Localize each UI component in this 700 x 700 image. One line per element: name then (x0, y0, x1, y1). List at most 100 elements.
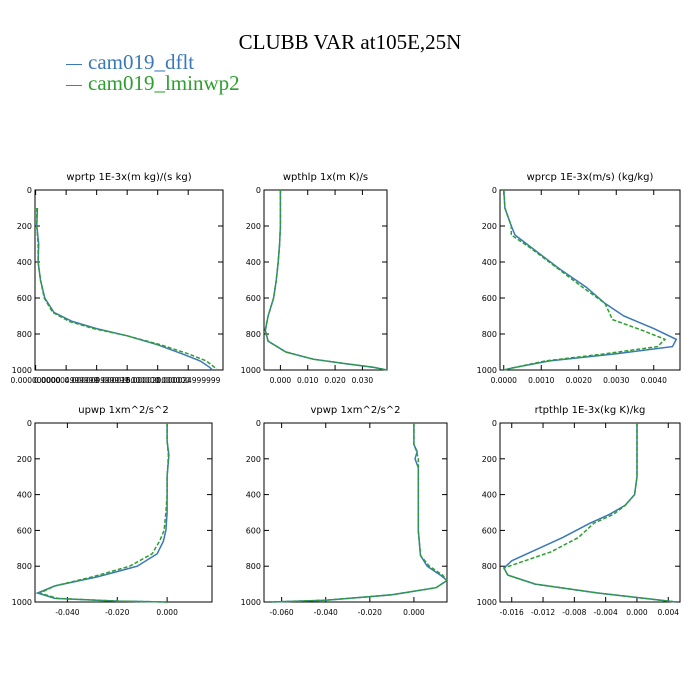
panel-4: upwp 1xm^2/s^2 0 200 400 600 800 1000 -0.040 -0.… (12, 405, 213, 617)
series-line-dflt (270, 423, 449, 603)
plot-frame (499, 422, 681, 603)
series-line-dflt (502, 423, 677, 603)
x-tick-label: -0.008 (562, 608, 586, 617)
panel-title: rtpthlp 1E-3x(kg K)/kg (535, 405, 646, 416)
y-tick-label: 1000 (241, 366, 261, 375)
plot-frame (34, 189, 224, 371)
legend-label-lminwp2: cam019_lminwp2 (88, 71, 240, 95)
x-tick-label: 0.010 (297, 376, 319, 385)
y-tick-label: 400 (17, 258, 32, 267)
x-tick-label: -0.040 (55, 608, 79, 617)
y-tick-label: 800 (17, 330, 32, 339)
legend-item-lminwp2: cam019_lminwp2 (66, 73, 240, 94)
y-tick-label: 0 (256, 419, 261, 428)
panel-1: wprtp 1E-3x(m kg)/(s kg) 0 200 400 600 800 100… (11, 172, 224, 385)
y-tick-label: 800 (246, 562, 261, 571)
y-tick-label: 0 (27, 186, 32, 195)
series-line-dflt (264, 190, 388, 371)
series-line-dflt (35, 423, 170, 603)
series-line-lminwp2 (264, 190, 388, 371)
y-tick-label: 1000 (477, 366, 497, 375)
y-tick-label: 400 (246, 491, 261, 500)
series-line-lminwp2 (270, 423, 449, 603)
y-tick-label: 800 (482, 562, 497, 571)
legend-swatch-lminwp2 (66, 84, 82, 86)
x-tick-label: 0.000015000000 (95, 376, 160, 385)
y-tick-label: 400 (17, 491, 32, 500)
series-line-lminwp2 (502, 423, 677, 603)
x-tick-label: -0.004 (594, 608, 618, 617)
x-tick-label: -0.012 (531, 608, 555, 617)
x-tick-label: 0.030 (352, 376, 374, 385)
x-tick-label: 0.000 (270, 376, 292, 385)
figure-title: CLUBB VAR at105E,25N (238, 30, 462, 54)
y-tick-label: 800 (246, 330, 261, 339)
y-tick-label: 600 (246, 526, 261, 535)
y-tick-label: 800 (17, 562, 32, 571)
y-tick-label: 600 (482, 294, 497, 303)
x-tick-label: 0.0030 (603, 376, 629, 385)
panel-title: vpwp 1xm^2/s^2 (310, 405, 400, 416)
y-tick-label: 0 (27, 419, 32, 428)
x-tick-label: 0.0020 (566, 376, 592, 385)
plot-frame (34, 422, 213, 603)
panel-title: wprcp 1E-3x(m/s) (kg/kg) (527, 172, 654, 183)
x-tick-label: 0.0040 (641, 376, 667, 385)
x-tick-label: -0.020 (105, 608, 129, 617)
y-tick-label: 200 (246, 222, 261, 231)
panel-title: wprtp 1E-3x(m kg)/(s kg) (66, 172, 191, 183)
x-tick-label: -0.040 (314, 608, 338, 617)
panel-title: wpthlp 1x(m K)/s (283, 172, 368, 183)
y-tick-label: 200 (482, 455, 497, 464)
x-tick-label: 0.004 (658, 608, 680, 617)
legend-swatch-dflt (66, 63, 82, 65)
panel-title: upwp 1xm^2/s^2 (78, 405, 168, 416)
panel-6: rtpthlp 1E-3x(kg K)/kg02004006008001000-… (477, 405, 681, 617)
x-tick-label: -0.016 (500, 608, 524, 617)
x-tick-label: 0.000004999999 (34, 376, 99, 385)
y-tick-label: 600 (17, 526, 32, 535)
series-line-lminwp2 (37, 423, 170, 603)
legend-item-dflt: cam019_dflt (66, 52, 240, 73)
x-tick-label: 0.000024999999 (156, 376, 221, 385)
legend-label-dflt: cam019_dflt (88, 50, 195, 74)
x-tick-label: 0.000020000000 (125, 376, 190, 385)
y-tick-label: 0 (492, 186, 497, 195)
x-tick-label: 0.000000000 (11, 376, 61, 385)
panel-2: wpthlp 1x(m K)/s 0 200 400 600 800 1000 0.000 0.… (241, 172, 388, 385)
x-tick-label: 0.000 (626, 608, 648, 617)
y-tick-label: 1000 (241, 598, 261, 607)
x-tick-label: 0.0010 (528, 376, 554, 385)
y-tick-label: 400 (246, 258, 261, 267)
x-tick-label: 0.000 (403, 608, 425, 617)
plot-frame (263, 422, 448, 603)
plot-frame (499, 189, 681, 371)
series-line-dflt (503, 189, 678, 371)
panel-5: vpwp 1xm^2/s^2 0 200 400 600 800 1000 -0.060 -0.… (241, 405, 449, 617)
x-tick-label: -0.020 (358, 608, 382, 617)
x-tick-label: 0.0000 (491, 376, 517, 385)
y-tick-label: 200 (482, 222, 497, 231)
y-tick-label: 0 (256, 186, 261, 195)
y-tick-label: 1000 (12, 598, 32, 607)
x-tick-label: 0.020 (324, 376, 346, 385)
x-tick-label: 0.000 (156, 608, 178, 617)
panel-3: wprcp 1E-3x(m/s) (kg/kg) 0 200 400 600 800 100… (477, 172, 681, 385)
y-tick-label: 400 (482, 491, 497, 500)
y-tick-label: 600 (482, 526, 497, 535)
x-tick-label: 0.000009999999 (64, 376, 129, 385)
y-tick-label: 800 (482, 330, 497, 339)
y-tick-label: 1000 (477, 598, 497, 607)
y-tick-label: 200 (17, 222, 32, 231)
series-line-lminwp2 (503, 189, 667, 371)
y-tick-label: 600 (246, 294, 261, 303)
series-line-dflt (36, 207, 214, 371)
y-tick-label: 200 (17, 455, 32, 464)
series-line-lminwp2 (36, 208, 219, 371)
y-tick-label: 200 (246, 455, 261, 464)
y-tick-label: 600 (17, 294, 32, 303)
x-tick-label: -0.060 (270, 608, 294, 617)
y-tick-label: 1000 (12, 366, 32, 375)
y-tick-label: 0 (492, 419, 497, 428)
